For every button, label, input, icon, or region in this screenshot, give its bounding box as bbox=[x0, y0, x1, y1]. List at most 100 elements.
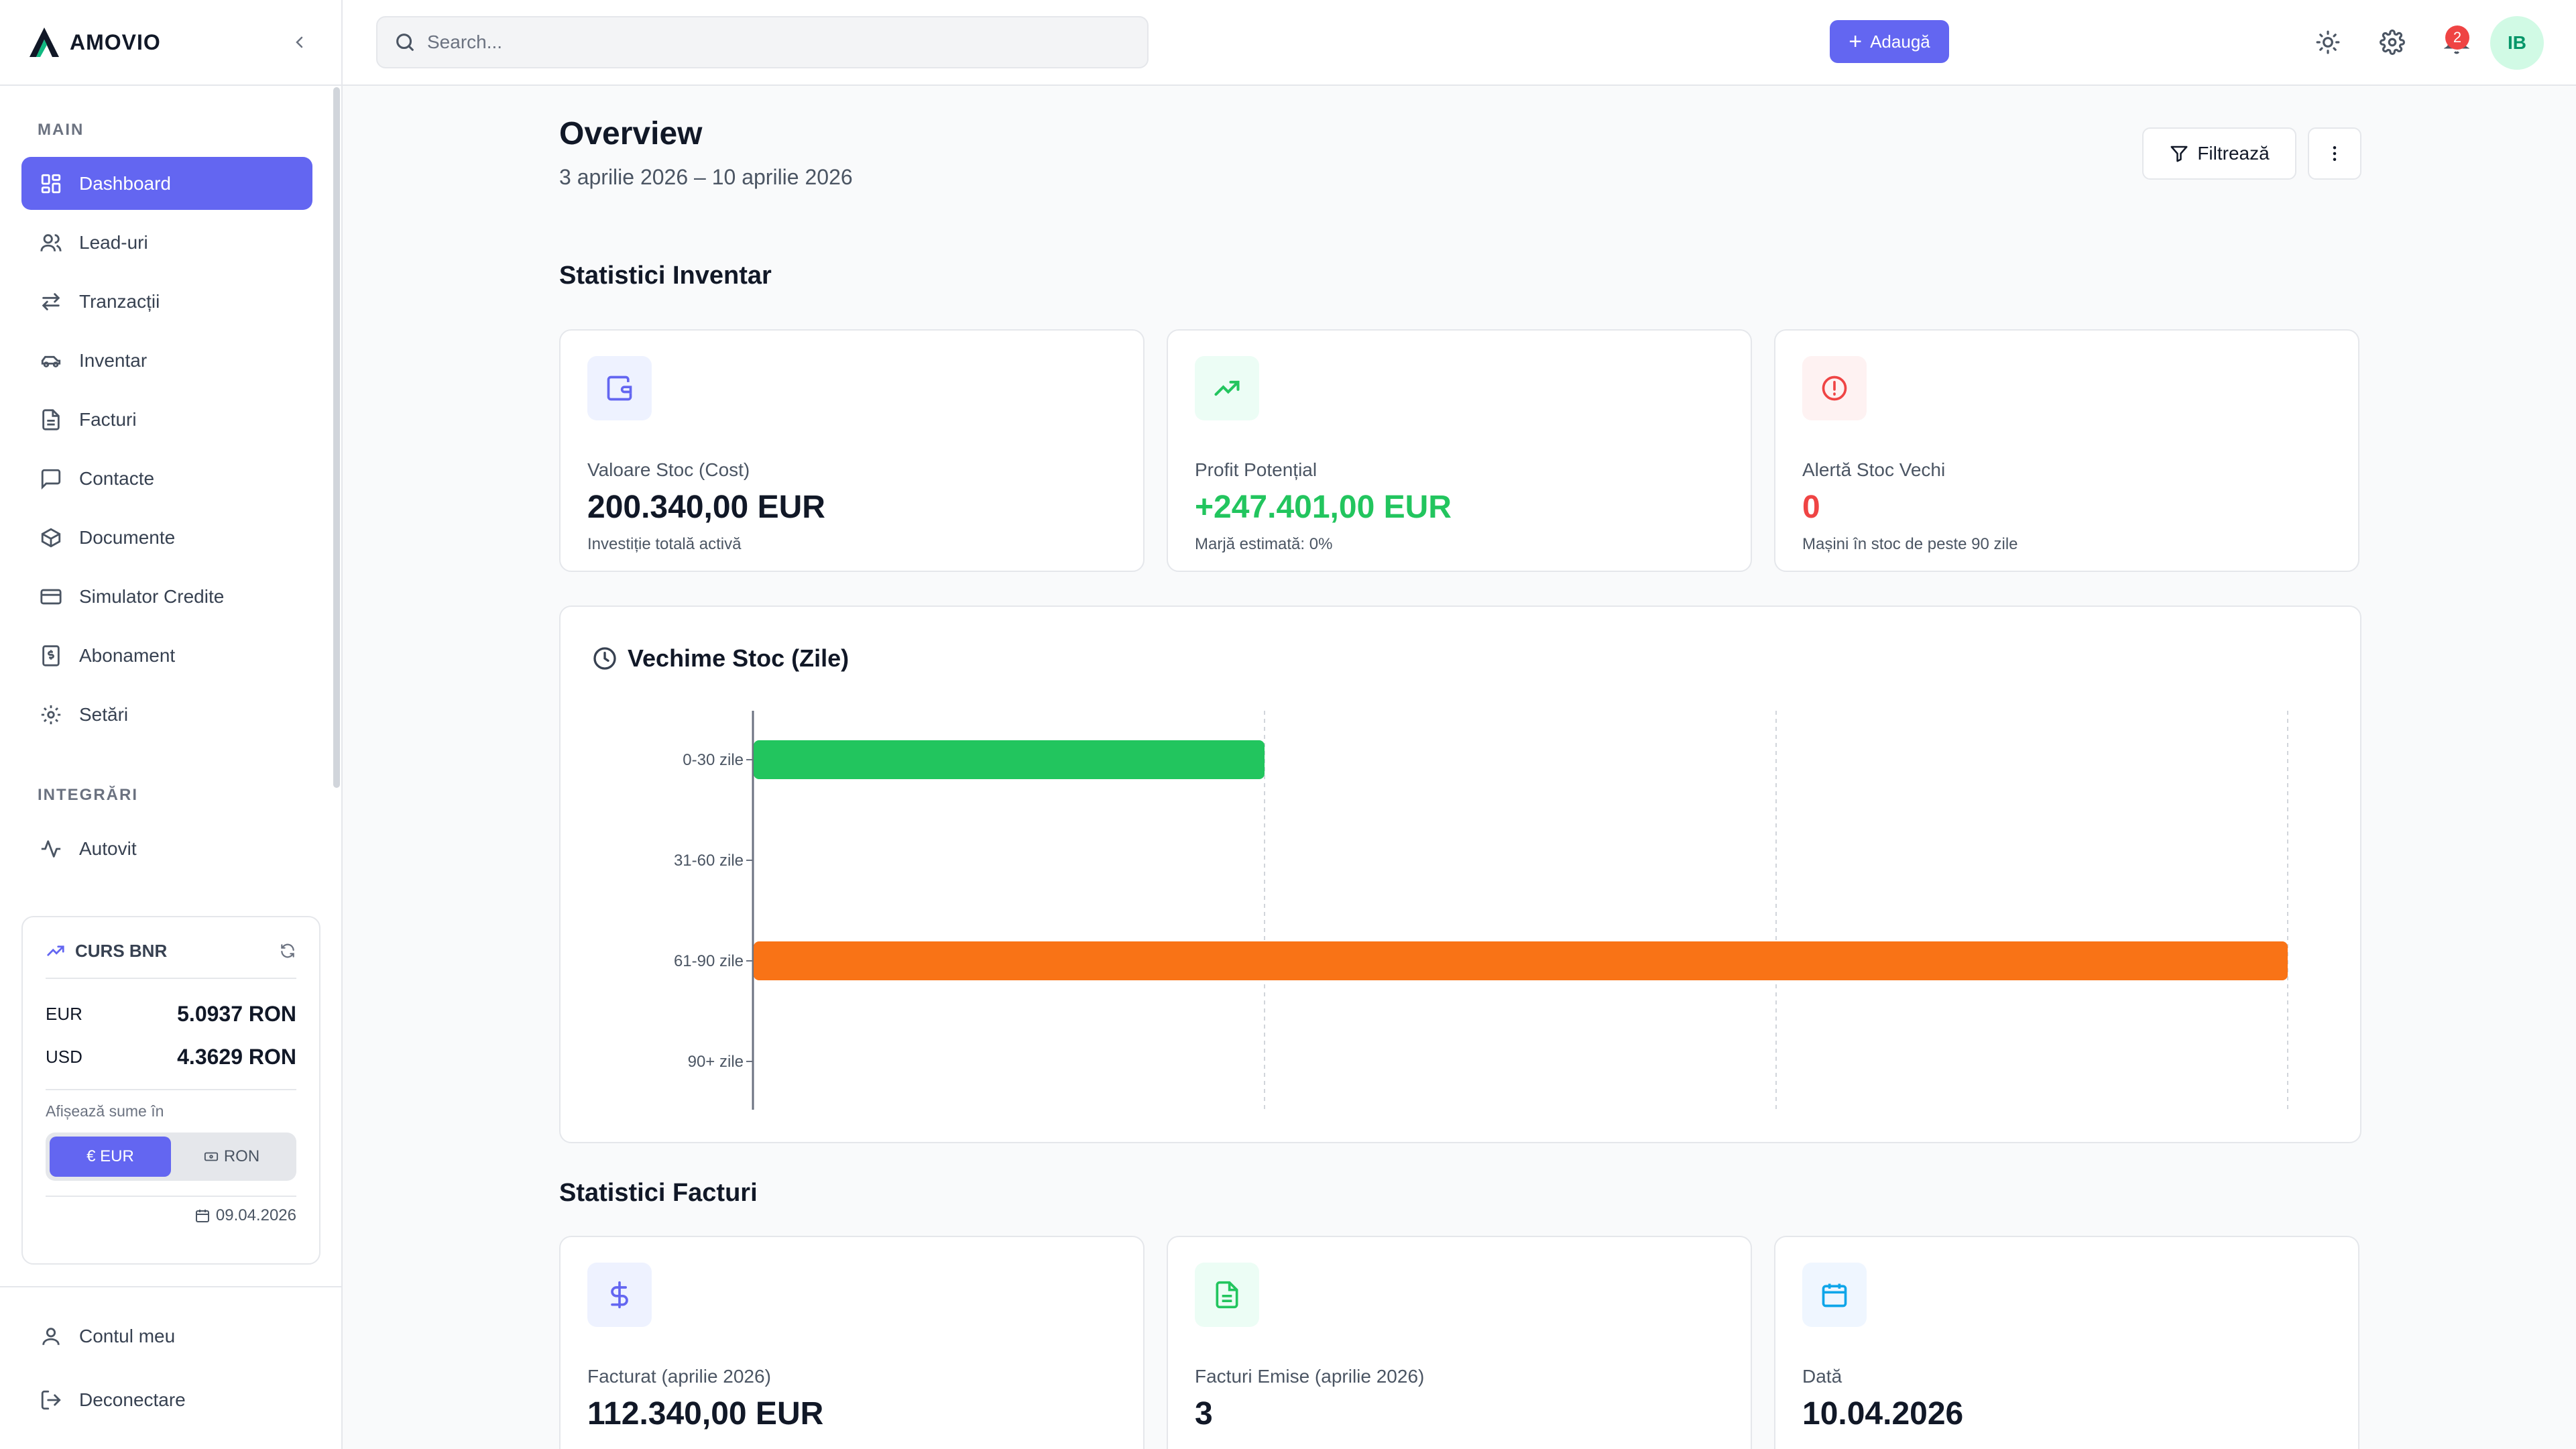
stat-card-data: Dată 10.04.2026 bbox=[1774, 1236, 2359, 1449]
dollar-icon bbox=[587, 1263, 652, 1327]
y-tick-label: 61-90 zile bbox=[674, 952, 744, 970]
sidebar-item-label: Contacte bbox=[79, 467, 155, 489]
notification-badge: 2 bbox=[2445, 25, 2469, 50]
sidebar-item-documente[interactable]: Documente bbox=[21, 511, 312, 564]
stat-card-facturat: Facturat (aprilie 2026) 112.340,00 EUR bbox=[559, 1236, 1145, 1449]
wallet-icon bbox=[587, 356, 652, 420]
credit-card-icon bbox=[38, 583, 64, 610]
settings-gear-icon[interactable] bbox=[2377, 27, 2408, 58]
rate-value: 4.3629 RON bbox=[177, 1044, 296, 1069]
sidebar-item-dashboard[interactable]: Dashboard bbox=[21, 157, 312, 210]
stat-card-facturi-emise: Facturi Emise (aprilie 2026) 3 bbox=[1167, 1236, 1752, 1449]
gear-icon bbox=[38, 701, 64, 728]
dashboard-icon bbox=[38, 170, 64, 197]
sidebar-item-autovit[interactable]: Autovit bbox=[21, 822, 312, 875]
sidebar-item-label: Facturi bbox=[79, 408, 137, 430]
add-button-label: Adaugă bbox=[1870, 31, 1930, 52]
amovio-logo-icon[interactable] bbox=[27, 25, 62, 60]
sidebar-item-abonament[interactable]: Abonament bbox=[21, 629, 312, 682]
file-text-icon bbox=[1195, 1263, 1259, 1327]
message-icon bbox=[38, 465, 64, 492]
rate-row-eur: EUR 5.0937 RON bbox=[46, 992, 296, 1035]
trending-up-icon bbox=[46, 941, 66, 961]
currency-toggle: € EUR RON bbox=[46, 1133, 296, 1181]
stat-note: Investiție totală activă bbox=[587, 535, 742, 553]
stat-label: Facturat (aprilie 2026) bbox=[587, 1366, 771, 1387]
sidebar-item-contul-meu[interactable]: Contul meu bbox=[21, 1310, 312, 1363]
y-tick-label: 90+ zile bbox=[688, 1053, 744, 1071]
box-icon bbox=[38, 524, 64, 551]
sidebar-item-label: Contul meu bbox=[79, 1325, 176, 1346]
sidebar-bottom bbox=[0, 1286, 341, 1449]
stat-card-valoare-stoc: Valoare Stoc (Cost) 200.340,00 EUR Inves… bbox=[559, 329, 1145, 572]
activity-icon bbox=[38, 835, 64, 862]
sidebar-item-label: Lead-uri bbox=[79, 231, 148, 253]
sidebar-item-label: Inventar bbox=[79, 349, 148, 371]
sidebar-item-label: Autovit bbox=[79, 837, 137, 859]
stat-label: Valoare Stoc (Cost) bbox=[587, 459, 750, 480]
sidebar-item-deconectare[interactable]: Deconectare bbox=[21, 1373, 312, 1426]
date-range: 3 aprilie 2026 – 10 aprilie 2026 bbox=[559, 165, 853, 189]
arrows-icon bbox=[38, 288, 64, 315]
filter-button-label: Filtrează bbox=[2197, 143, 2270, 164]
stock-age-bar-chart: 0-30 zile 31-60 zile 61-90 zile 90+ zile bbox=[674, 711, 2288, 1110]
curs-date: 09.04.2026 bbox=[46, 1206, 296, 1225]
user-icon bbox=[38, 1323, 64, 1350]
rate-row-usd: USD 4.3629 RON bbox=[46, 1035, 296, 1078]
more-options-button[interactable] bbox=[2308, 127, 2361, 180]
sidebar-item-label: Documente bbox=[79, 526, 176, 548]
sidebar-item-label: Abonament bbox=[79, 644, 176, 666]
sidebar-item-label: Dashboard bbox=[79, 172, 171, 194]
chart-title: Vechime Stoc (Zile) bbox=[628, 644, 850, 672]
rate-currency: USD bbox=[46, 1046, 82, 1067]
display-currency-label: Afișează sume în bbox=[46, 1102, 164, 1120]
clock-icon bbox=[591, 645, 618, 672]
page-title: Overview bbox=[559, 116, 703, 152]
stat-note: Marjă estimată: 0% bbox=[1195, 535, 1333, 553]
alert-circle-icon bbox=[1802, 356, 1867, 420]
currency-option-label: RON bbox=[223, 1147, 260, 1165]
currency-option-eur[interactable]: € EUR bbox=[50, 1137, 171, 1177]
search-input[interactable] bbox=[427, 32, 1098, 53]
users-icon bbox=[38, 229, 64, 256]
stat-value: +247.401,00 EUR bbox=[1195, 489, 1452, 525]
sidebar-item-label: Deconectare bbox=[79, 1389, 186, 1410]
banknote-icon bbox=[204, 1149, 219, 1164]
sidebar-item-simulator-credite[interactable]: Simulator Credite bbox=[21, 570, 312, 623]
bar-61-90-zile bbox=[754, 941, 2288, 980]
filter-button[interactable]: Filtrează bbox=[2142, 127, 2296, 180]
currency-option-ron[interactable]: RON bbox=[171, 1137, 292, 1177]
curs-bnr-widget: CURS BNR EUR 5.0937 RON USD 4.3629 RON A… bbox=[21, 916, 320, 1265]
topbar bbox=[343, 0, 2576, 86]
stat-label: Dată bbox=[1802, 1366, 1842, 1387]
y-tick-label: 31-60 zile bbox=[674, 852, 744, 870]
sidebar-item-label: Simulator Credite bbox=[79, 585, 225, 607]
sidebar-item-setari[interactable]: Setări bbox=[21, 688, 312, 741]
avatar[interactable]: IB bbox=[2490, 16, 2544, 70]
calendar-icon bbox=[1802, 1263, 1867, 1327]
sidebar-item-leads[interactable]: Lead-uri bbox=[21, 216, 312, 269]
stat-label: Profit Potențial bbox=[1195, 459, 1318, 480]
theme-toggle-icon[interactable] bbox=[2312, 27, 2343, 58]
sidebar-scrollbar[interactable] bbox=[333, 87, 340, 788]
file-icon bbox=[38, 406, 64, 433]
search-box[interactable] bbox=[376, 16, 1149, 68]
calendar-icon bbox=[194, 1208, 211, 1224]
sidebar-item-contacte[interactable]: Contacte bbox=[21, 452, 312, 505]
bar-0-30-zile bbox=[754, 740, 1265, 779]
stat-label: Alertă Stoc Vechi bbox=[1802, 459, 1946, 480]
sidebar-item-inventar[interactable]: Inventar bbox=[21, 334, 312, 387]
stat-card-profit-potential: Profit Potențial +247.401,00 EUR Marjă e… bbox=[1167, 329, 1752, 572]
sidebar-item-tranzactii[interactable]: Tranzacții bbox=[21, 275, 312, 328]
add-button[interactable]: + Adaugă bbox=[1830, 20, 1949, 63]
stat-value: 10.04.2026 bbox=[1802, 1396, 1964, 1432]
stat-note: Mașini în stoc de peste 90 zile bbox=[1802, 535, 2018, 553]
brand-name: AMOVIO bbox=[70, 30, 161, 54]
refresh-icon[interactable] bbox=[279, 942, 296, 960]
search-icon bbox=[394, 31, 416, 54]
logout-icon bbox=[38, 1387, 64, 1413]
collapse-sidebar-icon[interactable] bbox=[285, 27, 314, 57]
section-title-integrari: INTEGRĂRI bbox=[38, 786, 138, 804]
sidebar-item-facturi[interactable]: Facturi bbox=[21, 393, 312, 446]
sidebar: AMOVIO MAIN Dashboard Lead-uri Tranzacți… bbox=[0, 0, 343, 1449]
